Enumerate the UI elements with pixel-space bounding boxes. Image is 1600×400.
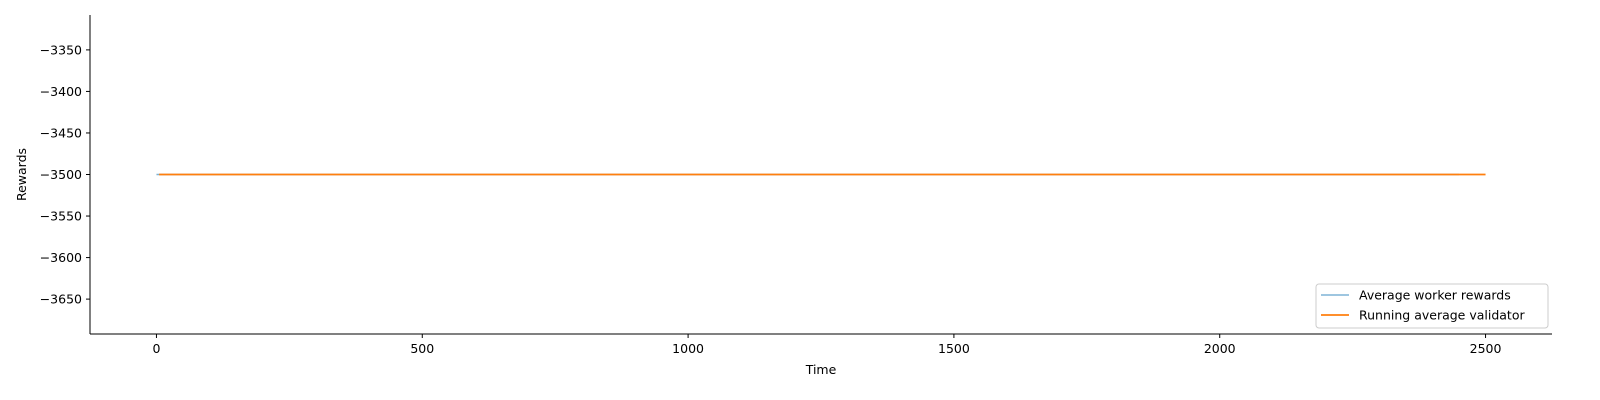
x-tick-label: 1500 (938, 341, 970, 356)
x-tick-label: 1000 (672, 341, 704, 356)
y-tick-label: −3650 (40, 292, 82, 307)
x-axis-label: Time (805, 362, 837, 377)
y-axis-label: Rewards (14, 148, 29, 201)
y-axis-ticks: −3350 −3400 −3450 −3500 −3550 −3600 −3650 (40, 42, 90, 307)
y-tick-label: −3450 (40, 125, 82, 140)
x-tick-label: 2000 (1204, 341, 1236, 356)
legend-label: Average worker rewards (1359, 288, 1511, 303)
y-tick-label: −3350 (40, 42, 82, 57)
x-tick-label: 2500 (1470, 341, 1502, 356)
x-tick-label: 500 (410, 341, 434, 356)
legend-label: Running average validator (1359, 308, 1525, 323)
legend-box (1315, 283, 1549, 329)
x-axis-ticks: 0 500 1000 1500 2000 2500 (152, 334, 1501, 356)
y-tick-label: −3600 (40, 250, 82, 265)
y-tick-label: −3500 (40, 167, 82, 182)
y-tick-label: −3400 (40, 84, 82, 99)
y-tick-label: −3550 (40, 209, 82, 224)
legend: Average worker rewards Running average va… (1315, 283, 1549, 329)
x-tick-label: 0 (152, 341, 160, 356)
